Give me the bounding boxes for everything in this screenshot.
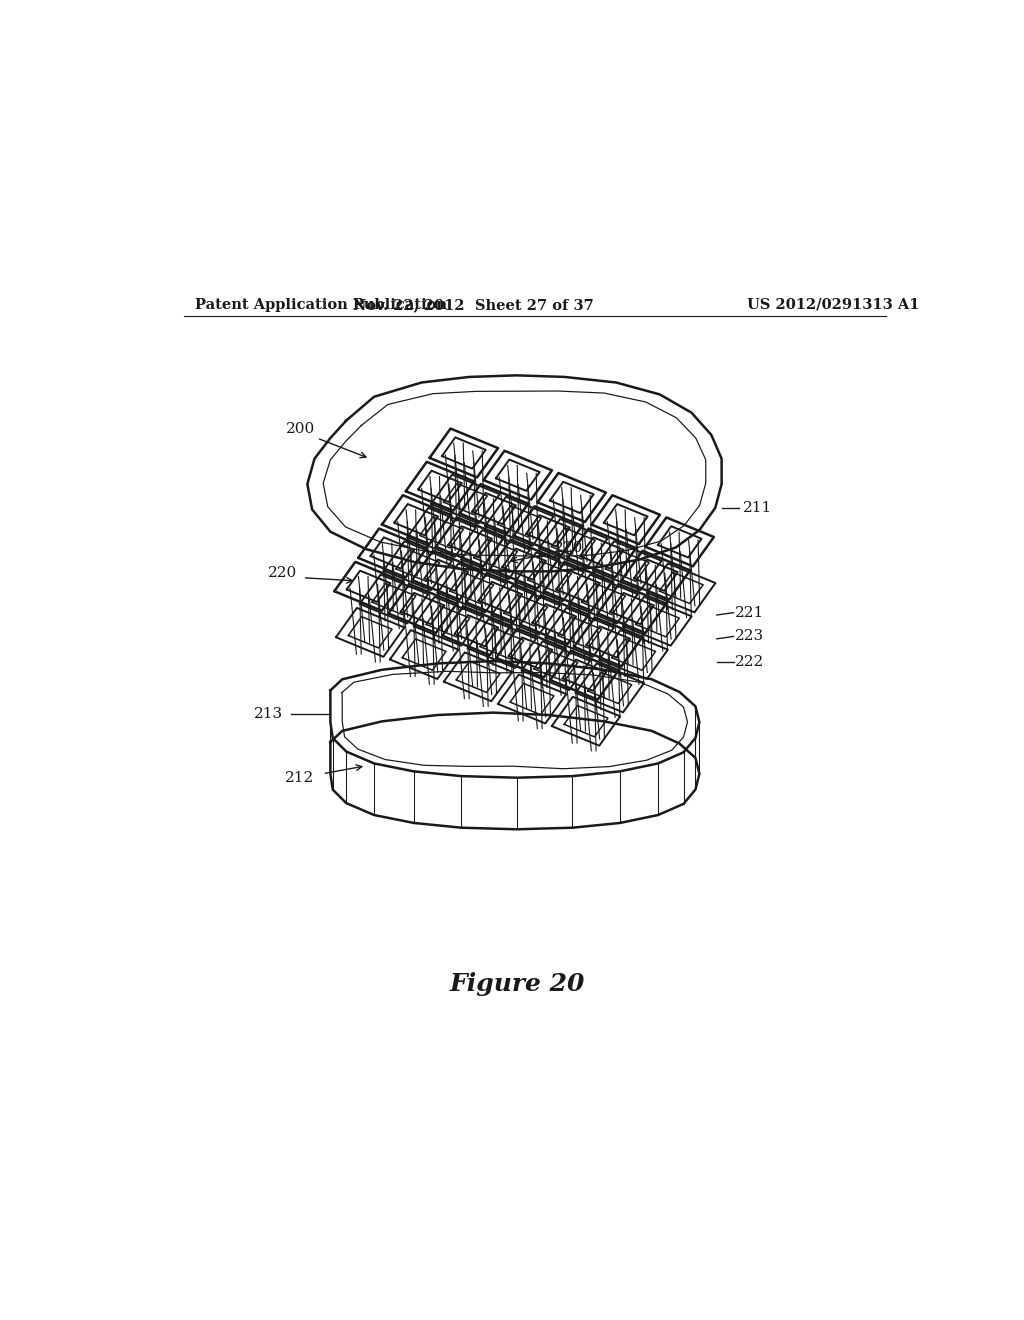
Text: 221: 221 bbox=[735, 606, 764, 619]
Text: 220: 220 bbox=[554, 541, 583, 554]
Text: Patent Application Publication: Patent Application Publication bbox=[196, 298, 447, 312]
Text: 220: 220 bbox=[268, 566, 297, 579]
Text: 222: 222 bbox=[735, 655, 764, 669]
Text: 223: 223 bbox=[735, 630, 764, 643]
Text: Nov. 22, 2012  Sheet 27 of 37: Nov. 22, 2012 Sheet 27 of 37 bbox=[353, 298, 594, 312]
Text: Figure 20: Figure 20 bbox=[450, 972, 585, 997]
Text: 200: 200 bbox=[287, 421, 315, 436]
Text: 212: 212 bbox=[286, 771, 314, 784]
Text: 213: 213 bbox=[254, 708, 283, 721]
Text: 211: 211 bbox=[743, 500, 772, 515]
Text: US 2012/0291313 A1: US 2012/0291313 A1 bbox=[748, 298, 920, 312]
